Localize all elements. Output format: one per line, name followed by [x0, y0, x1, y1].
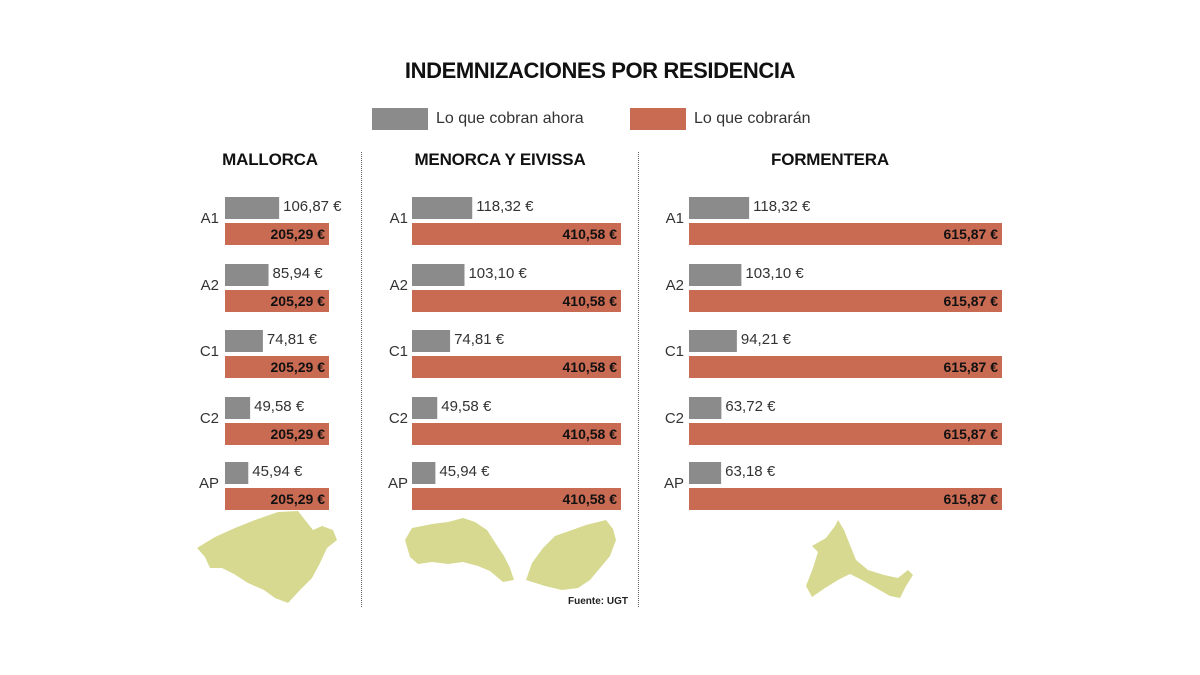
- bar-current-formentera-ap: [689, 462, 722, 484]
- value-label-current-menorca-eivissa-c2: 49,58 €: [441, 398, 492, 415]
- bar-current-formentera-a2: [689, 264, 742, 286]
- category-label-mallorca-a2: A2: [201, 277, 219, 294]
- value-label-future-formentera-c1: 615,87 €: [944, 359, 999, 375]
- legend-label-current: Lo que cobran ahora: [436, 110, 584, 127]
- value-label-future-mallorca-a2: 205,29 €: [271, 293, 326, 309]
- value-label-future-mallorca-ap: 205,29 €: [271, 491, 326, 507]
- value-label-future-mallorca-a1: 205,29 €: [271, 226, 326, 242]
- chart-title: INDEMNIZACIONES POR RESIDENCIA: [404, 58, 796, 83]
- value-label-current-menorca-eivissa-a2: 103,10 €: [468, 265, 527, 282]
- value-label-future-formentera-c2: 615,87 €: [944, 426, 999, 442]
- bar-current-mallorca-a2: [225, 264, 269, 286]
- value-label-current-menorca-eivissa-ap: 45,94 €: [439, 463, 490, 480]
- value-label-current-menorca-eivissa-c1: 74,81 €: [454, 331, 505, 348]
- category-label-mallorca-a1: A1: [201, 210, 219, 227]
- bar-future-menorca-eivissa-a1: [412, 223, 621, 245]
- category-label-menorca-eivissa-ap: AP: [388, 475, 408, 492]
- value-label-current-formentera-ap: 63,18 €: [725, 463, 776, 480]
- value-label-current-formentera-c2: 63,72 €: [725, 398, 776, 415]
- bar-current-formentera-a1: [689, 197, 750, 219]
- value-label-current-mallorca-a2: 85,94 €: [273, 265, 324, 282]
- value-label-current-mallorca-a1: 106,87 €: [283, 198, 342, 215]
- bar-future-formentera-c1: [689, 356, 1002, 378]
- value-label-future-formentera-a1: 615,87 €: [944, 226, 999, 242]
- category-label-menorca-eivissa-a1: A1: [390, 210, 408, 227]
- category-label-mallorca-c1: C1: [200, 343, 219, 360]
- panel-title-menorca-eivissa: MENORCA Y EIVISSA: [414, 150, 586, 169]
- legend-swatch-current: [372, 108, 428, 130]
- value-label-current-mallorca-ap: 45,94 €: [252, 463, 303, 480]
- value-label-future-menorca-eivissa-a2: 410,58 €: [563, 293, 618, 309]
- bar-future-mallorca-a1: [225, 223, 329, 245]
- bar-current-mallorca-ap: [225, 462, 249, 484]
- bar-future-menorca-eivissa-c1: [412, 356, 621, 378]
- value-label-future-menorca-eivissa-ap: 410,58 €: [563, 491, 618, 507]
- category-label-formentera-c1: C1: [665, 343, 684, 360]
- menorca-island-shape: [405, 518, 514, 582]
- value-label-future-menorca-eivissa-a1: 410,58 €: [563, 226, 618, 242]
- value-label-current-mallorca-c2: 49,58 €: [254, 398, 305, 415]
- eivissa-island-shape: [526, 520, 616, 590]
- bar-current-mallorca-a1: [225, 197, 280, 219]
- bar-future-mallorca-a2: [225, 290, 329, 312]
- legend-label-future: Lo que cobrarán: [694, 110, 811, 127]
- value-label-current-formentera-c1: 94,21 €: [741, 331, 792, 348]
- value-label-future-menorca-eivissa-c2: 410,58 €: [563, 426, 618, 442]
- bar-current-menorca-eivissa-a2: [412, 264, 465, 286]
- bar-future-formentera-a1: [689, 223, 1002, 245]
- bar-current-menorca-eivissa-c1: [412, 330, 451, 352]
- value-label-current-mallorca-c1: 74,81 €: [267, 331, 318, 348]
- bar-current-formentera-c1: [689, 330, 737, 352]
- bar-current-menorca-eivissa-c2: [412, 397, 438, 419]
- value-label-future-formentera-a2: 615,87 €: [944, 293, 999, 309]
- category-label-mallorca-ap: AP: [199, 475, 219, 492]
- bar-current-menorca-eivissa-a1: [412, 197, 473, 219]
- bar-future-mallorca-c1: [225, 356, 329, 378]
- bar-future-formentera-a2: [689, 290, 1002, 312]
- category-label-mallorca-c2: C2: [200, 410, 219, 427]
- value-label-future-mallorca-c1: 205,29 €: [271, 359, 326, 375]
- bar-future-mallorca-ap: [225, 488, 329, 510]
- category-label-formentera-a2: A2: [666, 277, 684, 294]
- panel-title-formentera: FORMENTERA: [771, 150, 889, 169]
- category-label-formentera-c2: C2: [665, 410, 684, 427]
- category-label-menorca-eivissa-a2: A2: [390, 277, 408, 294]
- category-label-menorca-eivissa-c2: C2: [389, 410, 408, 427]
- bar-future-formentera-ap: [689, 488, 1002, 510]
- mallorca-island-shape: [197, 511, 337, 603]
- category-label-formentera-ap: AP: [664, 475, 684, 492]
- value-label-future-mallorca-c2: 205,29 €: [271, 426, 326, 442]
- bar-future-mallorca-c2: [225, 423, 329, 445]
- category-label-menorca-eivissa-c1: C1: [389, 343, 408, 360]
- value-label-future-formentera-ap: 615,87 €: [944, 491, 999, 507]
- bar-future-menorca-eivissa-c2: [412, 423, 621, 445]
- bar-current-mallorca-c1: [225, 330, 263, 352]
- bar-current-menorca-eivissa-ap: [412, 462, 436, 484]
- bar-future-menorca-eivissa-ap: [412, 488, 621, 510]
- value-label-current-menorca-eivissa-a1: 118,32 €: [476, 198, 534, 215]
- bar-current-mallorca-c2: [225, 397, 251, 419]
- bar-current-formentera-c2: [689, 397, 722, 419]
- source-note: Fuente: UGT: [568, 596, 628, 607]
- value-label-current-formentera-a1: 118,32 €: [753, 198, 811, 215]
- formentera-island-shape: [806, 520, 913, 598]
- category-label-formentera-a1: A1: [666, 210, 684, 227]
- bar-future-formentera-c2: [689, 423, 1002, 445]
- legend-item-future: Lo que cobrarán: [630, 108, 811, 130]
- value-label-future-menorca-eivissa-c1: 410,58 €: [563, 359, 618, 375]
- legend-item-current: Lo que cobran ahora: [372, 108, 584, 130]
- panel-divider-1: [361, 152, 362, 607]
- bar-future-menorca-eivissa-a2: [412, 290, 621, 312]
- panel-title-mallorca: MALLORCA: [222, 150, 318, 169]
- legend: Lo que cobran ahora Lo que cobrarán: [0, 108, 1200, 134]
- panel-divider-2: [638, 152, 639, 607]
- legend-swatch-future: [630, 108, 686, 130]
- value-label-current-formentera-a2: 103,10 €: [745, 265, 804, 282]
